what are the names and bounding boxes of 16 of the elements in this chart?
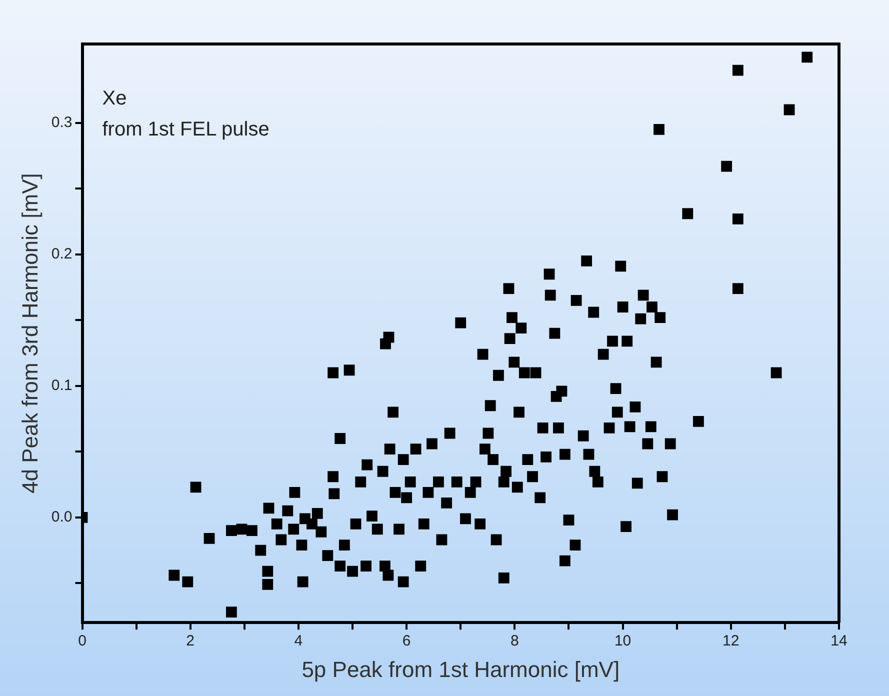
- x-tick-label: 4: [294, 632, 303, 650]
- y-tick-label: 0.3: [51, 114, 72, 132]
- x-tick-label: 14: [830, 632, 848, 650]
- x-tick-label: 0: [78, 632, 86, 650]
- x-tick-label: 12: [722, 632, 740, 650]
- y-tick-label: 0.1: [51, 377, 72, 394]
- x-tick-label: 8: [510, 632, 519, 650]
- y-axis-title: 4d Peak from 3rd Harmonic [mV]: [17, 173, 42, 494]
- x-axis-title: 5p Peak from 1st Harmonic [mV]: [302, 656, 620, 682]
- x-tick-label: 2: [186, 632, 195, 650]
- x-tick-label: 10: [614, 632, 632, 650]
- y-tick-label: 0.0: [51, 508, 72, 526]
- x-tick-label: 6: [402, 632, 411, 650]
- annotation: Xe: [102, 88, 127, 110]
- annotation: from 1st FEL pulse: [102, 118, 270, 141]
- y-tick-label: 0.2: [51, 246, 72, 263]
